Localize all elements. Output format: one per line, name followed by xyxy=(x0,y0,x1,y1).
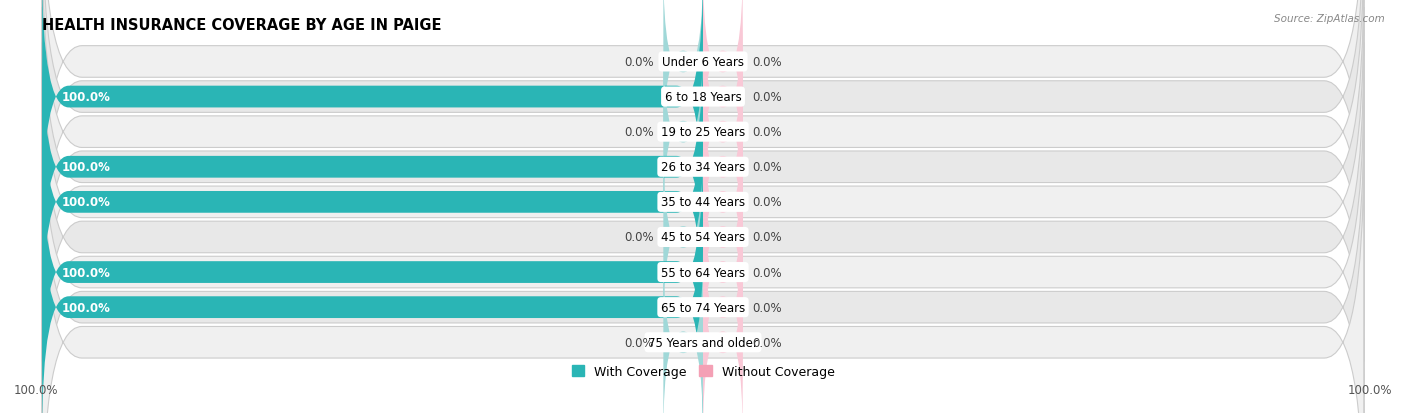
FancyBboxPatch shape xyxy=(42,143,703,401)
Text: 6 to 18 Years: 6 to 18 Years xyxy=(665,91,741,104)
FancyBboxPatch shape xyxy=(703,38,742,226)
Text: 100.0%: 100.0% xyxy=(62,91,111,104)
FancyBboxPatch shape xyxy=(42,0,1364,292)
FancyBboxPatch shape xyxy=(703,143,742,332)
FancyBboxPatch shape xyxy=(703,73,742,261)
Text: Under 6 Years: Under 6 Years xyxy=(662,56,744,69)
FancyBboxPatch shape xyxy=(42,8,1364,397)
Text: 100.0%: 100.0% xyxy=(14,384,59,396)
Text: 100.0%: 100.0% xyxy=(62,266,111,279)
FancyBboxPatch shape xyxy=(664,143,703,332)
Text: 100.0%: 100.0% xyxy=(62,161,111,174)
FancyBboxPatch shape xyxy=(42,0,703,226)
FancyBboxPatch shape xyxy=(703,178,742,367)
Text: 35 to 44 Years: 35 to 44 Years xyxy=(661,196,745,209)
FancyBboxPatch shape xyxy=(42,0,1364,256)
Text: 75 Years and older: 75 Years and older xyxy=(648,336,758,349)
Text: 100.0%: 100.0% xyxy=(1347,384,1392,396)
FancyBboxPatch shape xyxy=(42,78,1364,413)
Text: 0.0%: 0.0% xyxy=(752,231,782,244)
Text: 0.0%: 0.0% xyxy=(752,126,782,139)
FancyBboxPatch shape xyxy=(703,248,742,413)
Text: 0.0%: 0.0% xyxy=(752,336,782,349)
FancyBboxPatch shape xyxy=(42,0,1364,327)
FancyBboxPatch shape xyxy=(664,0,703,157)
FancyBboxPatch shape xyxy=(42,148,1364,413)
Text: 0.0%: 0.0% xyxy=(752,301,782,314)
Text: 100.0%: 100.0% xyxy=(62,196,111,209)
FancyBboxPatch shape xyxy=(42,38,703,297)
Text: 0.0%: 0.0% xyxy=(624,231,654,244)
FancyBboxPatch shape xyxy=(42,73,703,332)
Text: 26 to 34 Years: 26 to 34 Years xyxy=(661,161,745,174)
FancyBboxPatch shape xyxy=(42,178,703,413)
Text: 0.0%: 0.0% xyxy=(752,56,782,69)
Text: 55 to 64 Years: 55 to 64 Years xyxy=(661,266,745,279)
FancyBboxPatch shape xyxy=(703,213,742,401)
Text: 100.0%: 100.0% xyxy=(62,301,111,314)
FancyBboxPatch shape xyxy=(42,0,1364,362)
Legend: With Coverage, Without Coverage: With Coverage, Without Coverage xyxy=(567,360,839,383)
Text: 0.0%: 0.0% xyxy=(624,336,654,349)
Text: 45 to 54 Years: 45 to 54 Years xyxy=(661,231,745,244)
Text: 0.0%: 0.0% xyxy=(624,126,654,139)
FancyBboxPatch shape xyxy=(703,108,742,297)
Text: 19 to 25 Years: 19 to 25 Years xyxy=(661,126,745,139)
Text: 0.0%: 0.0% xyxy=(752,196,782,209)
Text: 0.0%: 0.0% xyxy=(752,266,782,279)
Text: 0.0%: 0.0% xyxy=(624,56,654,69)
FancyBboxPatch shape xyxy=(664,248,703,413)
Text: 0.0%: 0.0% xyxy=(752,91,782,104)
Text: Source: ZipAtlas.com: Source: ZipAtlas.com xyxy=(1274,14,1385,24)
FancyBboxPatch shape xyxy=(42,113,1364,413)
Text: 65 to 74 Years: 65 to 74 Years xyxy=(661,301,745,314)
Text: 0.0%: 0.0% xyxy=(752,161,782,174)
FancyBboxPatch shape xyxy=(703,0,742,157)
FancyBboxPatch shape xyxy=(703,3,742,192)
FancyBboxPatch shape xyxy=(664,38,703,226)
FancyBboxPatch shape xyxy=(42,43,1364,413)
Text: HEALTH INSURANCE COVERAGE BY AGE IN PAIGE: HEALTH INSURANCE COVERAGE BY AGE IN PAIG… xyxy=(42,18,441,33)
